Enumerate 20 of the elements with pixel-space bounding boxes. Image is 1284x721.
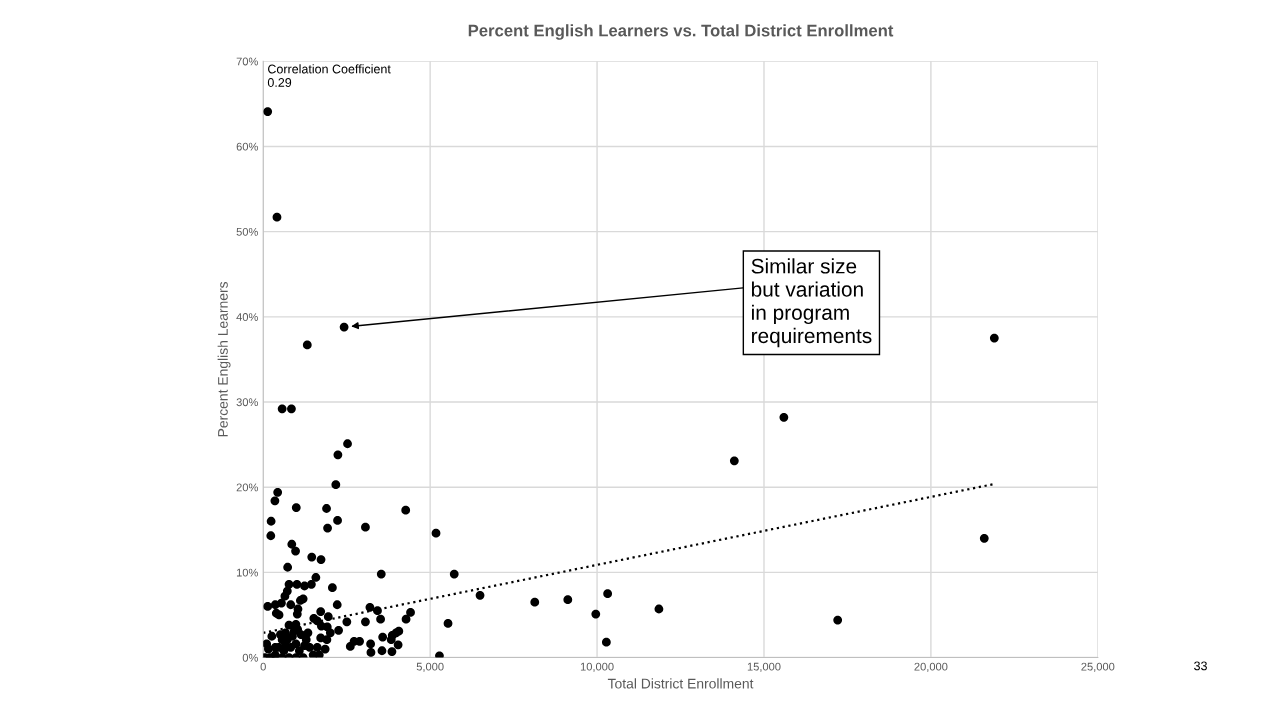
y-tick-label: 60% <box>236 142 258 151</box>
x-axis-title: Total District Enrollment <box>607 678 754 689</box>
annotation: Correlation Coefficient 0.29 <box>267 64 391 87</box>
x-tick-label: 15,000 <box>747 662 781 672</box>
x-tick-label: 10,000 <box>580 662 614 672</box>
y-tick-label: 70% <box>236 57 258 66</box>
chart-title: Percent English Learners vs. Total District Enrollment <box>468 24 894 40</box>
text: 33 <box>1194 661 1207 671</box>
y-tick-label: 20% <box>236 483 258 492</box>
x-tick-label: 5,000 <box>416 662 444 672</box>
y-tick-label: 40% <box>236 313 258 321</box>
x-tick-label: 0 <box>260 662 266 671</box>
y-axis-title: Percent English Learners <box>217 281 231 437</box>
x-tick-label: 20,000 <box>914 662 948 672</box>
y-tick-label: 50% <box>236 227 258 236</box>
x-tick-label: 25,000 <box>1081 662 1115 672</box>
y-tick-label: 10% <box>236 568 258 577</box>
y-tick-label: 30% <box>236 398 258 407</box>
y-tick-label: 0% <box>242 653 258 662</box>
annotation: Similar size but variation in program requirements <box>751 258 872 348</box>
